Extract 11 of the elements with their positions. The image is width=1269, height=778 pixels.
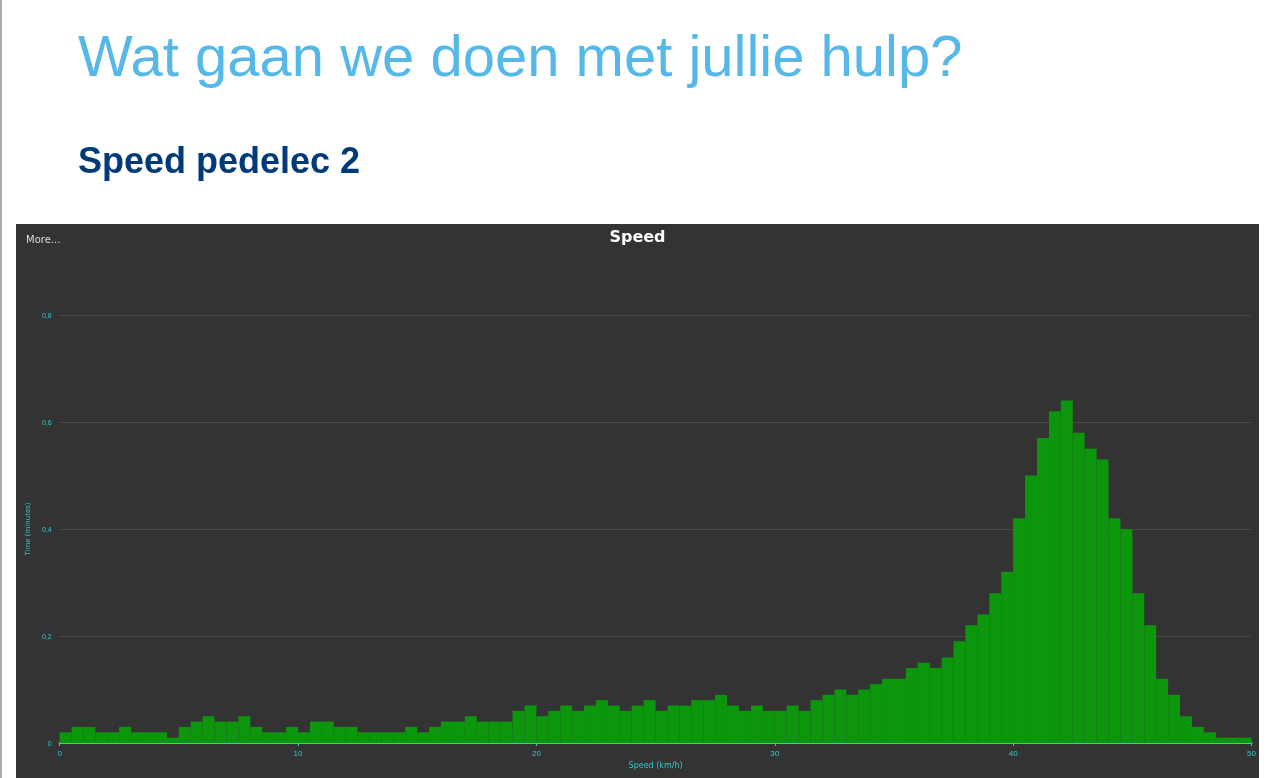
- x-tick-label: 10: [293, 748, 304, 758]
- x-tick-label: 30: [770, 748, 780, 758]
- x-tick-label: 50: [1247, 748, 1257, 758]
- text: More...: [26, 233, 61, 245]
- x-axis-title: Speed (km/h): [628, 761, 683, 771]
- chart-subtitle: Speed pedelec 2: [78, 140, 361, 182]
- x-tick-label: 40: [1008, 748, 1019, 758]
- text: Speed: [609, 226, 666, 246]
- chart-title: Wat gaan we doen met jullie hulp?: [78, 22, 963, 89]
- x-tick-label: 20: [531, 748, 542, 758]
- x-tick-label: 0: [57, 748, 63, 758]
